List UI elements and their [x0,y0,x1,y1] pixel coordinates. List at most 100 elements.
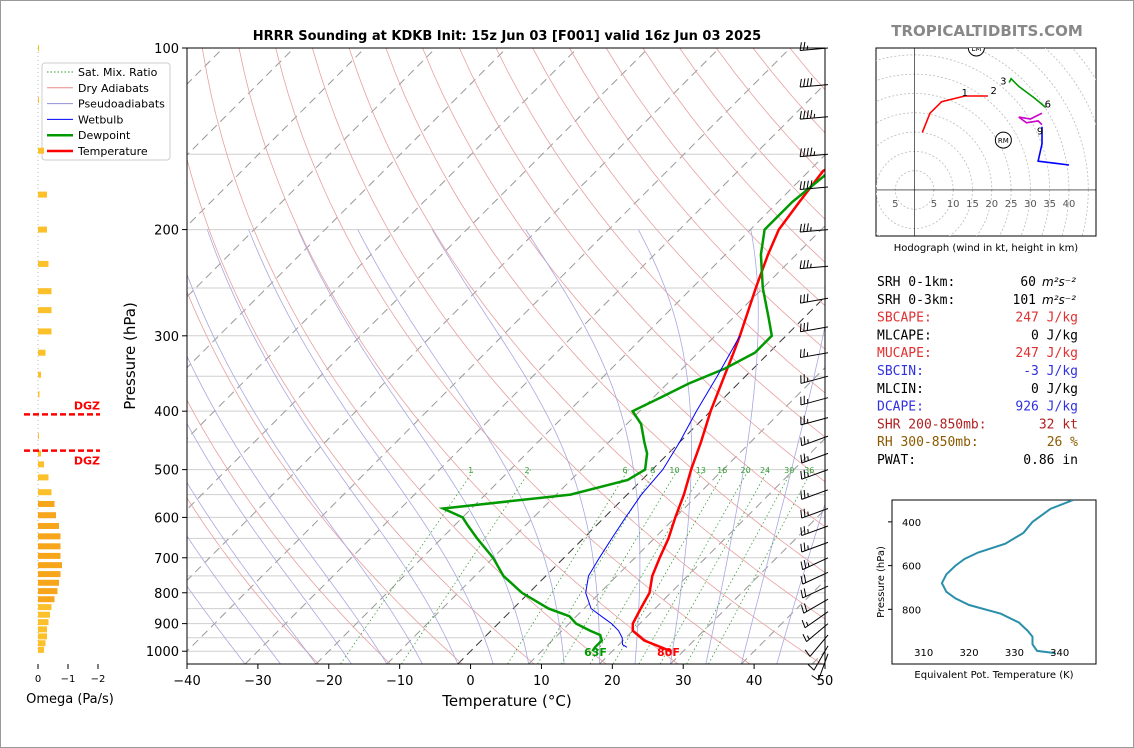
dry-adiabat [312,48,822,664]
barb-flag [799,110,802,120]
barb-flag [803,41,806,51]
barb-staff [801,435,829,447]
dry-adiabat [187,157,535,664]
omega-bar [38,588,58,595]
barb-staff [801,525,829,537]
moist-adiabat [357,229,565,664]
mixing-ratio-label: 10 [669,466,679,475]
wind-barb [799,293,829,304]
index-label: SBCAPE: [877,311,932,326]
x-tick-label: 20 [604,674,621,689]
omega-bar [38,512,56,519]
wind-barb [807,645,829,671]
hodograph-tick-label: 30 [1024,199,1037,210]
barb-flag [801,619,806,628]
barb-flag [806,293,809,302]
y-tick-label: 300 [154,330,179,345]
index-unit: m²s⁻² [1042,275,1076,289]
barb-flag [806,78,809,87]
barb-flag [801,605,805,614]
barb-staff [802,571,829,585]
skewt-background-lines: 1 2 6 8 10 13 16 20 24 30 36 [187,48,825,664]
wind-barb [800,571,829,585]
isotherm-line [244,83,825,664]
barb-staff [800,186,829,190]
wind-barb [802,623,829,642]
x-tick-label: 40 [746,674,763,689]
dry-adiabat [422,48,825,528]
barb-flag [806,259,809,269]
barb-flag [799,148,802,157]
omega-bar [38,328,52,335]
omega-bar [38,371,41,378]
theta-x-tick-label: 320 [960,648,979,659]
barb-staff [801,452,829,464]
barb-staff [802,557,829,571]
dry-adiabat [605,48,825,307]
barb-flag [799,78,802,88]
omega-bar [38,433,39,440]
omega-bar [38,571,61,578]
dry-adiabat [569,48,825,350]
barb-staff [800,153,829,158]
legend-label: Dry Adiabats [78,82,149,95]
wind-barb [799,223,829,233]
barb-flag [800,543,803,553]
barb-staff [801,489,829,500]
dry-adiabat [495,48,825,438]
omega-bar [38,45,39,51]
legend-label: Temperature [77,145,148,158]
mixing-ratio-line [659,469,769,664]
hodograph-plot: 5 5 10 15 20 25 30 35 40 1 23 6 9 LM RM [876,48,1096,236]
skewt-profiles: 63F 80F [438,168,825,659]
moist-adiabat [187,535,281,664]
wind-barb [800,435,829,447]
barb-flag [799,260,802,269]
isotherm-line [670,508,825,664]
omega-panel: DGZ DGZ 0 −1 −2 [24,45,105,685]
barb-flag [800,527,803,536]
barb-flag [803,469,806,479]
omega-bar [38,97,39,104]
omega-bar [38,562,62,569]
moist-adiabat [637,229,692,664]
x-tick-label: 30 [675,674,692,689]
legend-label: Pseudoadiabats [78,98,165,111]
barb-staff [800,116,829,120]
omega-bar [38,543,61,550]
barb-half-flag [806,45,809,50]
barb-half-flag [810,263,812,268]
index-label: RH 300-850mb: [877,435,979,450]
barb-flag [810,180,813,189]
barb-flag [799,42,802,51]
indices-table: SRH 0-1km: 60 m²s⁻² SRH 0-3km: 101 m²s⁻² SBCAP… [877,275,1078,468]
barb-flag [806,110,809,119]
barb-staff [800,297,829,304]
index-label: PWAT: [877,453,916,468]
omega-bar [38,391,40,398]
barb-staff [800,265,829,270]
barb-flag [800,470,803,480]
storm-motion-marker [994,131,1012,149]
mixing-ratio-label: 6 [623,466,628,475]
legend: Sat. Mix. Ratio Dry Adiabats Pseudoadiabat… [41,62,171,161]
theta-x-tick-label: 340 [1050,648,1069,659]
mixing-ratio-label: 16 [717,466,727,475]
x-tick-label: −20 [315,674,342,689]
omega-bar [38,307,52,314]
barb-flag [803,322,805,332]
hodograph-tick-label: 25 [1005,199,1018,210]
index-value: 247 J/kg [1015,346,1078,361]
barb-half-flag [805,621,809,626]
y-tick-label: 200 [154,224,179,239]
barb-half-flag [806,635,810,640]
hodograph-height-label: 2 [991,86,997,97]
omega-bar [38,533,61,540]
omega-bar [38,349,46,356]
wind-barb [800,525,829,537]
omega-bar [38,288,52,295]
wind-barb [804,634,829,657]
moist-adiabat [431,229,600,664]
omega-bar [38,633,47,640]
